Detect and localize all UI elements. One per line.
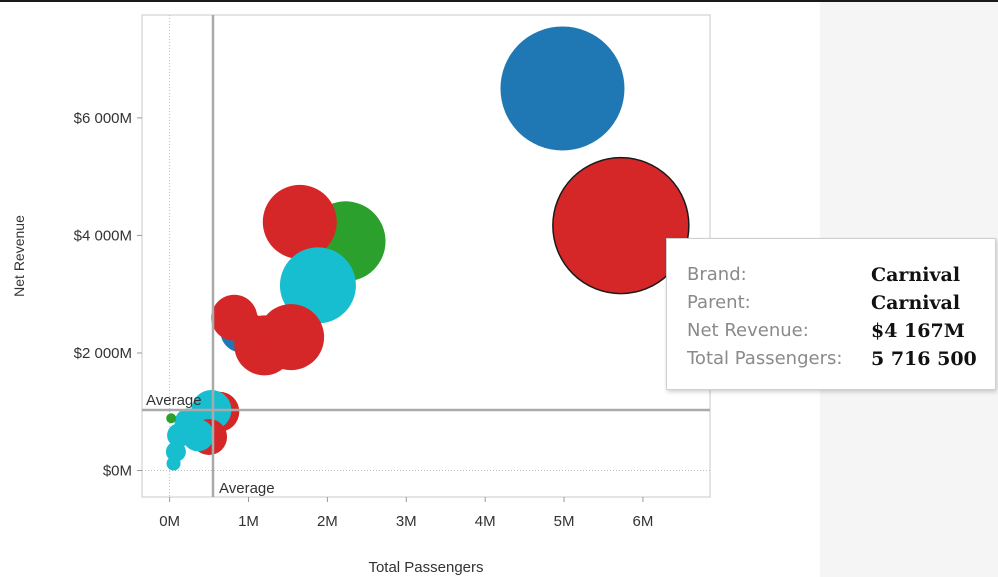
- tooltip-value: Carnival: [871, 264, 961, 286]
- tooltip-value: Carnival: [871, 292, 961, 314]
- data-point: [166, 456, 181, 471]
- tooltip-value: $4 167M: [871, 320, 965, 342]
- data-point: [500, 26, 625, 151]
- data-point: [165, 441, 186, 462]
- data-point: [262, 184, 337, 259]
- tooltip-label: Parent:: [687, 292, 751, 313]
- x-average-label: Average: [219, 480, 275, 497]
- x-tick-label: 1M: [238, 513, 259, 530]
- tooltip-row-parent: Parent: Carnival: [687, 289, 995, 317]
- x-tick-label: 3M: [396, 513, 417, 530]
- y-tick-label: $0M: [103, 463, 132, 480]
- data-point: [166, 413, 177, 424]
- tooltip-value: 5 716 500: [871, 348, 977, 370]
- data-point: [258, 304, 325, 371]
- y-tick-label: $4 000M: [74, 227, 132, 244]
- y-tick-label: $6 000M: [74, 110, 132, 127]
- tooltip-label: Total Passengers:: [687, 348, 843, 369]
- data-point: [167, 423, 192, 448]
- x-tick-label: 0M: [159, 513, 180, 530]
- y-tick-label: $2 000M: [74, 345, 132, 362]
- tooltip: Brand: Carnival Parent: Carnival Net Rev…: [666, 238, 996, 390]
- x-tick-label: 4M: [475, 513, 496, 530]
- x-tick-label: 6M: [633, 513, 654, 530]
- x-tick-label: 5M: [554, 513, 575, 530]
- tooltip-row-brand: Brand: Carnival: [687, 261, 995, 289]
- tooltip-row-total-passengers: Total Passengers: 5 716 500: [687, 345, 995, 373]
- data-point: [552, 156, 690, 295]
- data-point: [279, 247, 356, 324]
- y-average-label: Average: [146, 392, 202, 409]
- tooltip-row-net-revenue: Net Revenue: $4 167M: [687, 317, 995, 345]
- y-axis-title: Net Revenue: [11, 215, 27, 297]
- x-tick-label: 2M: [317, 513, 338, 530]
- tooltip-label: Net Revenue:: [687, 320, 809, 341]
- tooltip-label: Brand:: [687, 264, 747, 285]
- x-axis-title: Total Passengers: [368, 559, 483, 576]
- top-border: [0, 0, 998, 2]
